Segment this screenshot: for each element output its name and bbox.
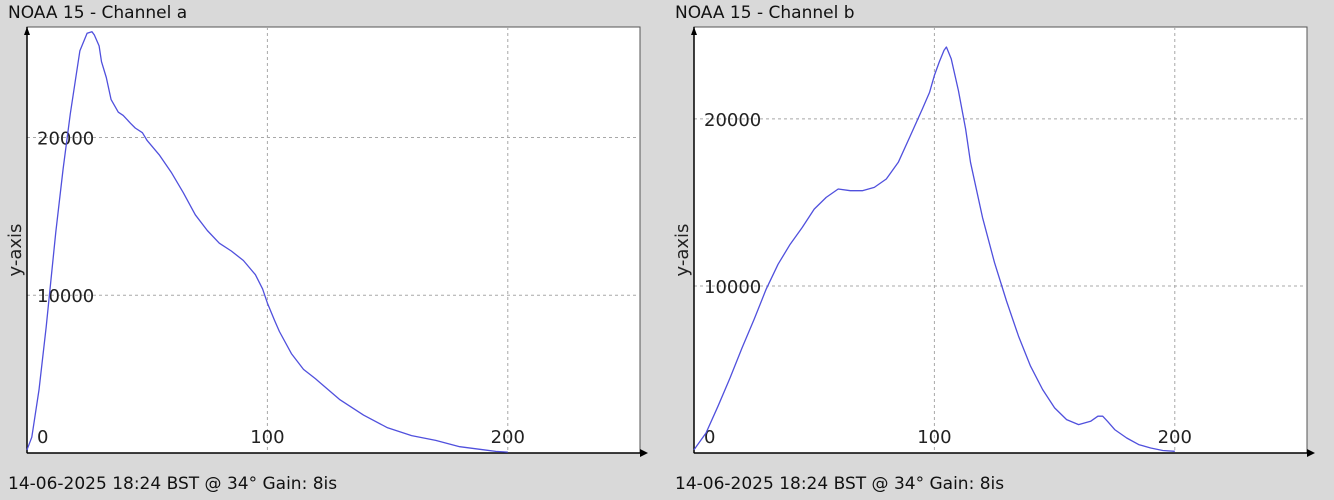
x-tick-label: 100 [917,427,951,448]
y-tick-label: 10000 [704,277,761,298]
chart-title: NOAA 15 - Channel a [8,3,188,23]
chart-title: NOAA 15 - Channel b [675,3,855,23]
chart-footer: 14-06-2025 18:24 BST @ 34° Gain: 8is [8,474,338,494]
y-axis-arrow [24,27,30,35]
x-tick-label: 0 [37,427,48,448]
x-axis-arrow [640,449,648,457]
x-tick-label: 200 [1158,427,1192,448]
chart-plot: 0 100 200 10000 20000 y-axis [672,26,1315,457]
chart-plot: 0 100 200 10000 20000 y-axis [5,26,648,457]
chart-panel-channel-a: NOAA 15 - Channel a 0 100 200 10000 20000 y-a… [5,3,648,494]
y-tick-label: 10000 [37,286,94,307]
y-tick-label: 20000 [704,110,761,131]
x-tick-label: 100 [250,427,284,448]
x-tick-label: 200 [491,427,525,448]
chart-panel-channel-b: NOAA 15 - Channel b 0 100 200 10000 20000 y-a… [667,0,1334,500]
y-axis-arrow [691,27,697,35]
series-line [26,31,508,453]
series-line [693,46,1175,452]
chart-footer: 14-06-2025 18:24 BST @ 34° Gain: 8is [675,474,1005,494]
x-axis-arrow [1307,449,1315,457]
x-tick-label: 0 [704,427,715,448]
y-axis-label: y-axis [5,224,26,277]
plot-area [693,26,1308,454]
plot-area [26,26,641,454]
y-tick-label: 20000 [37,128,94,149]
y-axis-label: y-axis [672,224,693,277]
